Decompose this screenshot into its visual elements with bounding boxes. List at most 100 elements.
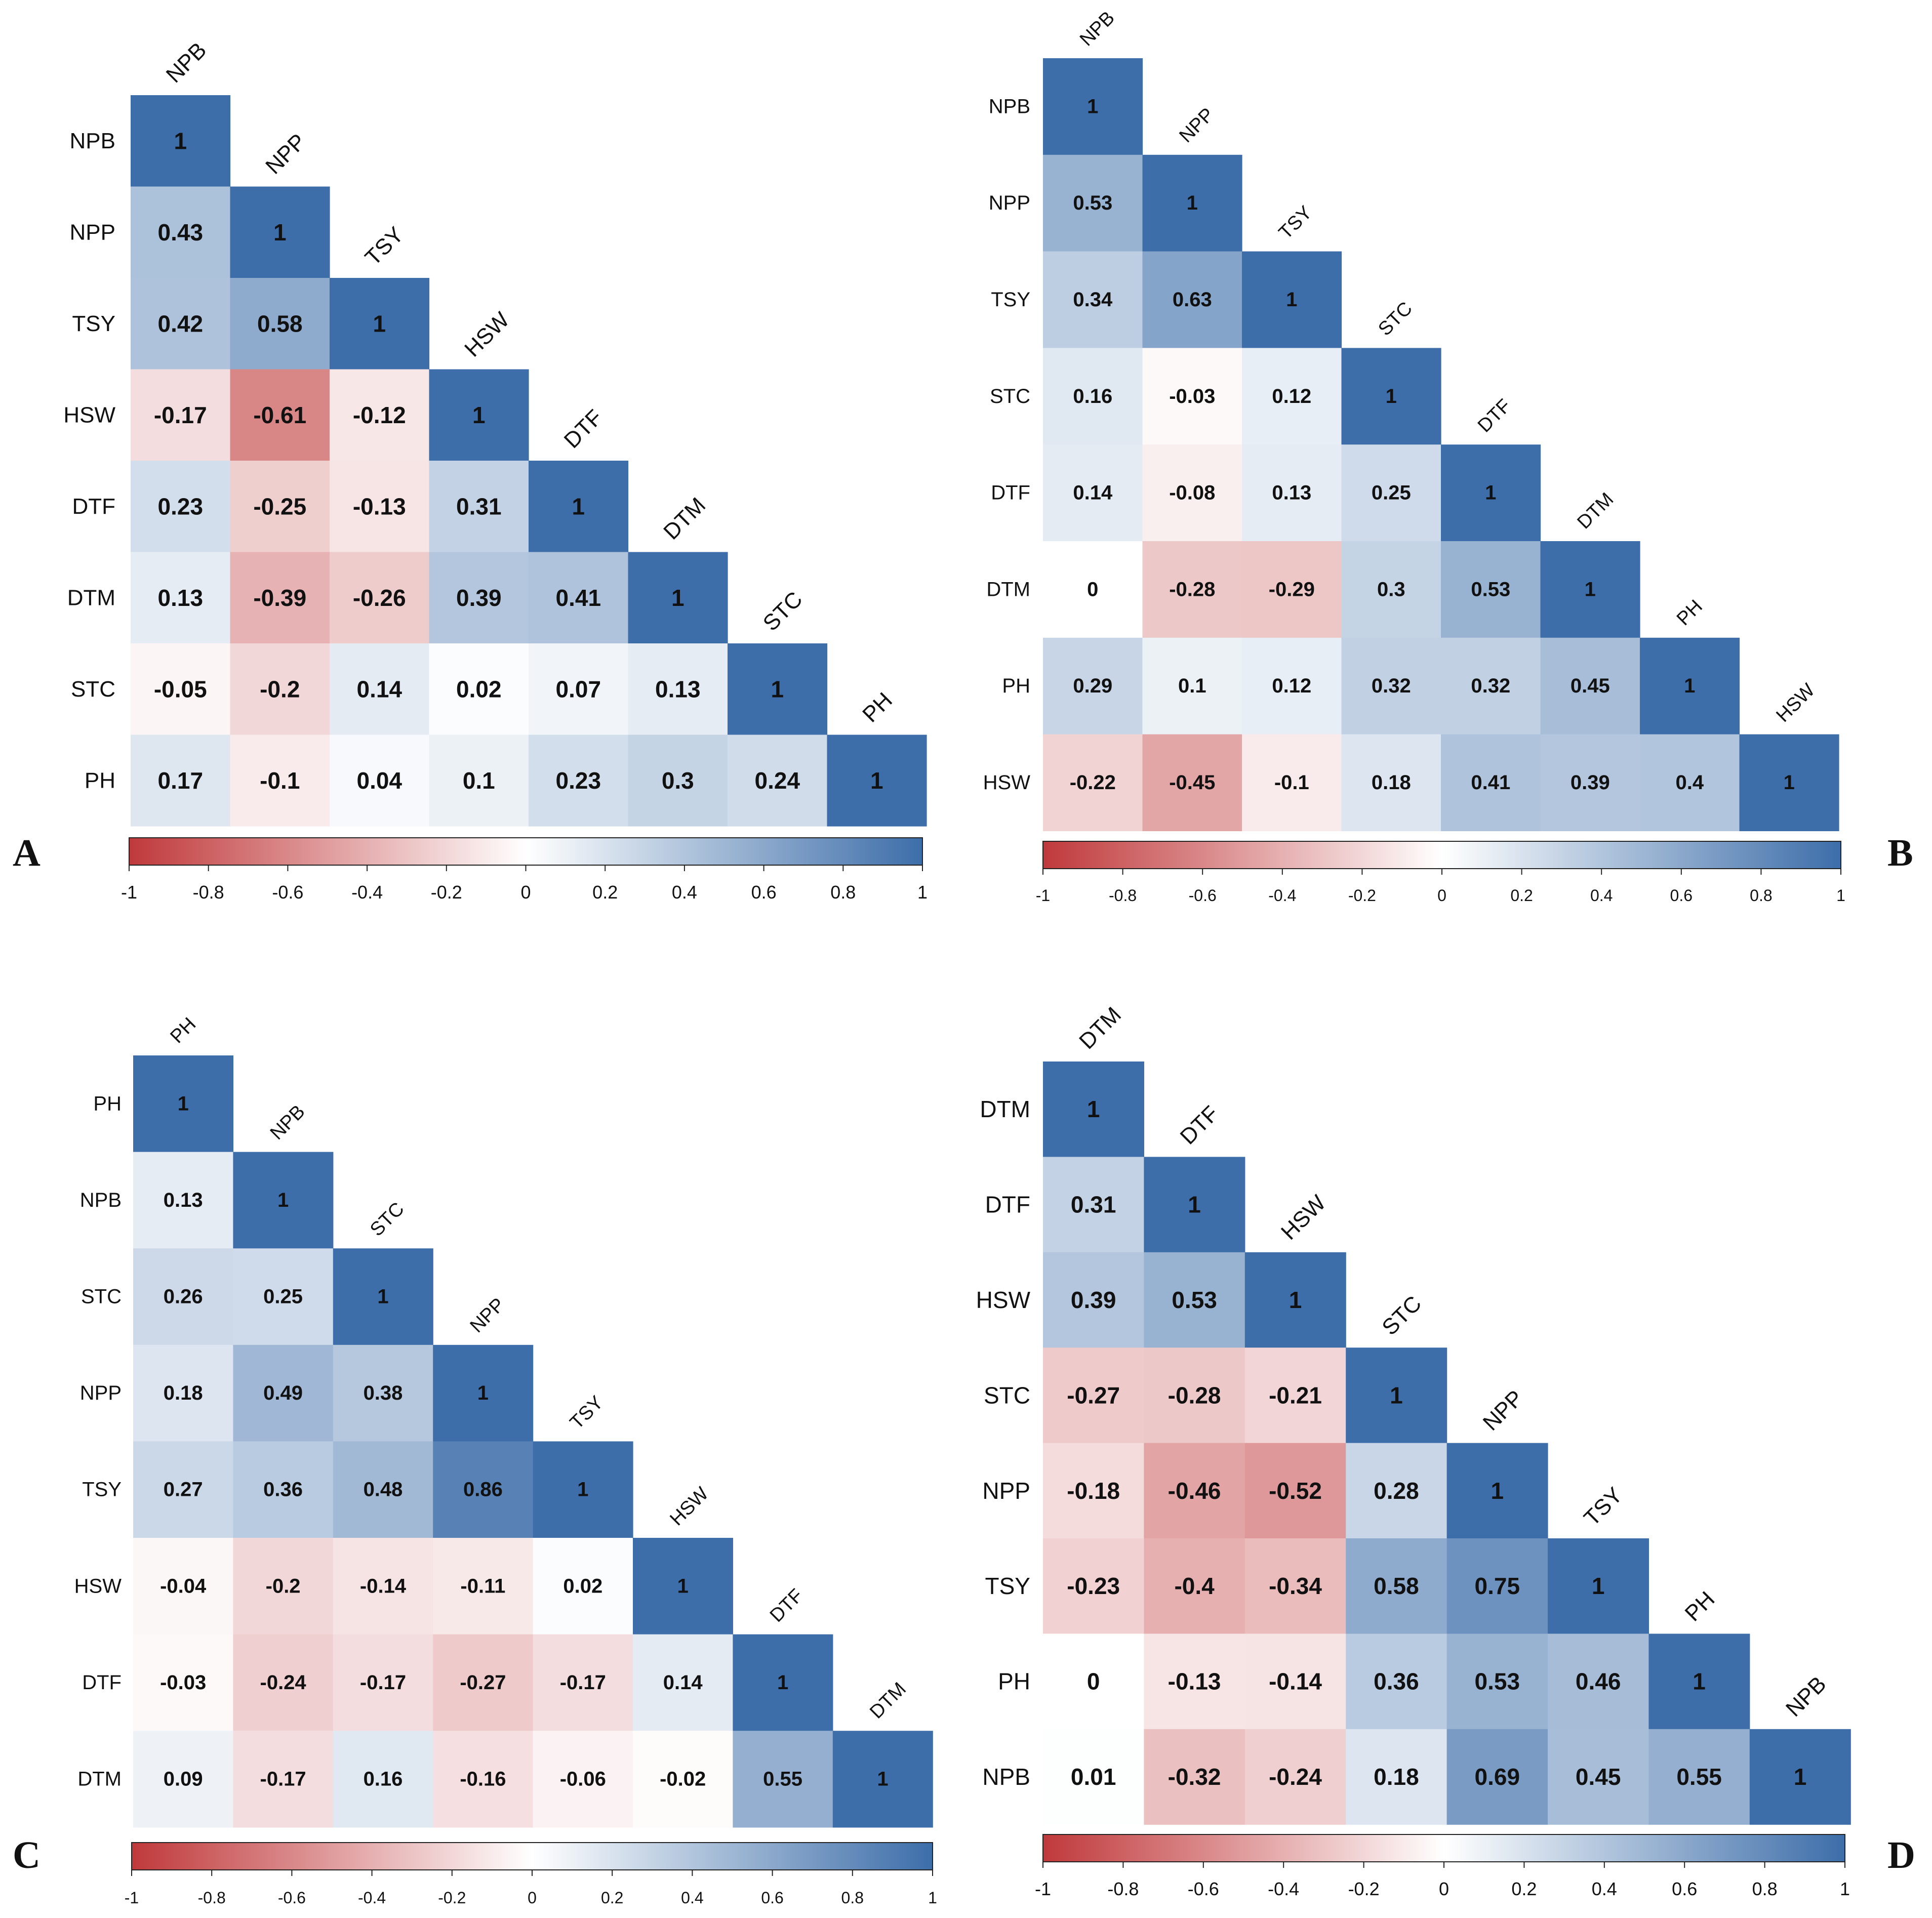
cell-value-label: 1 <box>1684 675 1695 697</box>
column-label: NPB <box>1781 1671 1831 1722</box>
cell-value-label: 0.41 <box>556 585 601 611</box>
heatmap-cell <box>1446 1729 1548 1825</box>
heatmap-cell <box>1346 1538 1447 1634</box>
cell-value-label: 1 <box>174 128 187 154</box>
cell-value-label: 1 <box>1390 1382 1403 1408</box>
cell-value-label: -0.22 <box>1070 771 1116 794</box>
cell-value-label: -0.13 <box>353 493 406 519</box>
cell-value-label: 0.69 <box>1475 1764 1520 1790</box>
cell-value-label: 0.13 <box>158 585 204 611</box>
colorbar-tick-label: -0.6 <box>272 882 303 903</box>
cell-value-label: 1 <box>377 1286 388 1308</box>
heatmap-cell <box>1446 1443 1548 1539</box>
heatmap-cell <box>1043 1062 1144 1157</box>
row-label: TSY <box>991 289 1030 311</box>
cell-value-label: -0.28 <box>1169 578 1215 600</box>
cell-value-label: 1 <box>277 1189 289 1211</box>
column-label: DTF <box>1474 395 1515 437</box>
cell-value-label: -0.02 <box>660 1768 706 1790</box>
heatmap-cell <box>1043 58 1143 155</box>
row-label: PH <box>1002 675 1030 697</box>
heatmap-cell <box>529 552 629 644</box>
cell-value-label: -0.23 <box>1067 1573 1120 1599</box>
heatmap-cell <box>1043 1538 1144 1634</box>
heatmap-cell <box>133 1731 233 1828</box>
heatmap-cell <box>133 1634 233 1731</box>
colorbar-tick-label: 0.6 <box>1672 1879 1697 1899</box>
colorbar-tick-label: -0.4 <box>351 882 383 903</box>
cell-value-label: 0.55 <box>763 1768 802 1790</box>
cell-value-label: -0.61 <box>253 402 306 428</box>
heatmap-cell <box>233 1344 334 1442</box>
cell-value-label: 0.34 <box>1073 289 1113 311</box>
heatmap-cell <box>529 461 629 553</box>
cell-value-label: -0.32 <box>1168 1764 1221 1790</box>
cell-value-label: 0.53 <box>1172 1287 1217 1313</box>
cell-value-label: 0.32 <box>1372 675 1411 697</box>
colorbar-tick-label: 0.2 <box>1511 1879 1537 1899</box>
cell-value-label: -0.14 <box>1269 1668 1322 1695</box>
heatmap-cell <box>433 1634 534 1731</box>
heatmap-cell <box>131 186 231 278</box>
row-label: NPP <box>70 220 115 244</box>
row-label: DTF <box>72 494 115 519</box>
cell-value-label: 0.25 <box>263 1286 303 1308</box>
cell-value-label: 0.14 <box>1073 482 1113 504</box>
cell-value-label: -0.26 <box>353 585 406 611</box>
row-label: NPB <box>989 95 1030 117</box>
cell-value-label: 0.13 <box>655 676 701 702</box>
column-label: PH <box>858 688 897 727</box>
column-label: NPB <box>266 1101 309 1144</box>
heatmap-cell <box>1540 734 1640 831</box>
cell-value-label: -0.52 <box>1269 1478 1322 1504</box>
cell-value-label: 0.31 <box>456 493 502 519</box>
heatmap-cell <box>1640 734 1740 831</box>
cell-value-label: 0.23 <box>556 767 601 794</box>
cell-value-label: 0.53 <box>1073 192 1112 214</box>
heatmap-cell <box>633 1731 733 1828</box>
colorbar-tick-label: -0.8 <box>193 882 224 903</box>
heatmap-cell <box>429 461 529 553</box>
cell-value-label: 0.09 <box>164 1768 203 1790</box>
colorbar-tick-label: -0.2 <box>1348 1879 1380 1899</box>
heatmap-cell <box>1346 1729 1447 1825</box>
cell-value-label: 0.17 <box>158 767 204 794</box>
cell-value-label: -0.4 <box>1174 1573 1215 1599</box>
cell-value-label: -0.17 <box>560 1671 606 1694</box>
heatmap-cell <box>233 1731 334 1828</box>
column-label: HSW <box>1276 1190 1331 1245</box>
heatmap-cell <box>1441 541 1541 638</box>
cell-value-label: 1 <box>870 767 883 794</box>
column-label: HSW <box>1772 679 1819 726</box>
heatmap-cell <box>1043 348 1143 445</box>
colorbar <box>131 1842 933 1870</box>
cell-value-label: -0.1 <box>1274 771 1309 794</box>
cell-value-label: 0.13 <box>1272 482 1311 504</box>
heatmap-cell <box>131 95 231 187</box>
colorbar-tick-label: 1 <box>917 882 928 903</box>
colorbar-tick-label: 1 <box>1840 1879 1850 1899</box>
colorbar-tick-label: 0 <box>1437 886 1446 905</box>
heatmap-cell <box>230 734 330 827</box>
cell-value-label: 1 <box>472 402 486 428</box>
heatmap-cell <box>728 643 828 736</box>
cell-value-label: 0.39 <box>1071 1287 1116 1313</box>
heatmap-cell <box>131 552 231 644</box>
row-label: DTM <box>980 1096 1030 1122</box>
cell-value-label: 0.38 <box>364 1382 403 1404</box>
cell-value-label: -0.39 <box>253 585 306 611</box>
cell-value-label: 0.36 <box>263 1479 303 1501</box>
heatmap-cell <box>1142 154 1242 252</box>
column-label: DTM <box>866 1679 910 1723</box>
heatmap-cell <box>133 1152 233 1249</box>
heatmap-cell <box>1242 444 1342 542</box>
colorbar-tick-label: 0 <box>520 882 531 903</box>
cell-value-label: 1 <box>877 1768 888 1790</box>
heatmap-cell <box>1548 1729 1649 1825</box>
cell-value-label: -0.18 <box>1067 1478 1120 1504</box>
cell-value-label: 1 <box>273 219 287 246</box>
heatmap-cell <box>1142 734 1242 831</box>
heatmap-cell <box>233 1248 334 1345</box>
cell-value-label: 0.86 <box>463 1479 503 1501</box>
column-label: DTF <box>766 1585 808 1626</box>
